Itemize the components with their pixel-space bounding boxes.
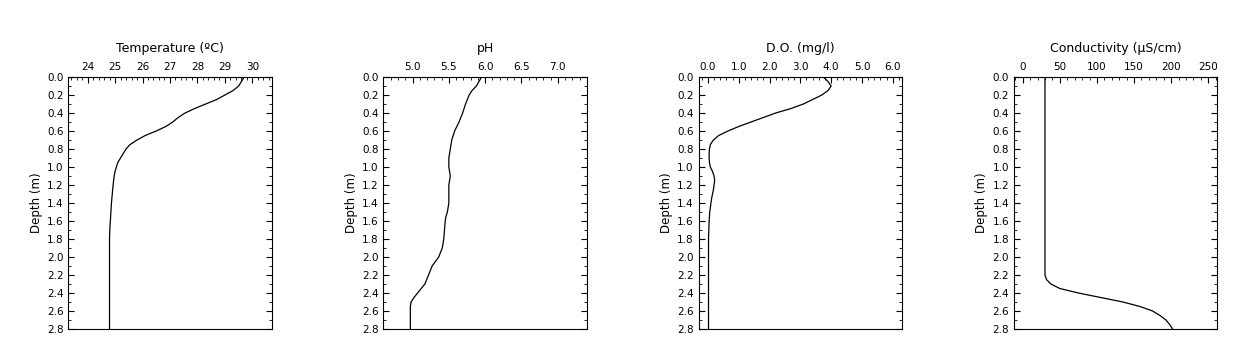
Title: Temperature (ºC): Temperature (ºC) (116, 42, 224, 55)
Y-axis label: Depth (m): Depth (m) (660, 173, 673, 233)
Title: D.O. (mg/l): D.O. (mg/l) (766, 42, 835, 55)
Y-axis label: Depth (m): Depth (m) (975, 173, 989, 233)
Title: Conductivity (μS/cm): Conductivity (μS/cm) (1049, 42, 1181, 55)
Title: pH: pH (477, 42, 494, 55)
Y-axis label: Depth (m): Depth (m) (345, 173, 358, 233)
Y-axis label: Depth (m): Depth (m) (30, 173, 42, 233)
